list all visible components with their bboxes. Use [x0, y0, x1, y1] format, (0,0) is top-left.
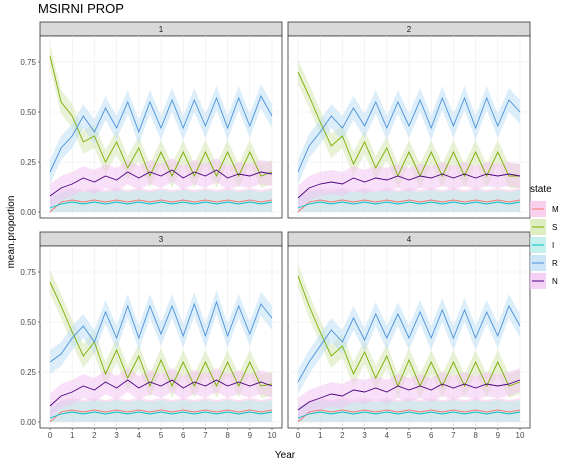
series-line-N — [49, 379, 273, 407]
panel-2: 2 — [287, 21, 531, 219]
series-line-S — [297, 275, 521, 388]
legend-label-S: S — [552, 223, 557, 232]
x-tick-label: 5 — [407, 431, 412, 440]
legend-title: state — [530, 184, 552, 195]
x-tick-label: 10 — [268, 431, 277, 440]
x-tick-label: 10 — [516, 431, 525, 440]
legend-label-R: R — [552, 259, 558, 268]
x-tick-label: 9 — [248, 431, 253, 440]
series-line-N — [297, 379, 521, 411]
legend-label-N: N — [552, 277, 558, 286]
y-axis-title: mean.proportion — [6, 196, 17, 269]
panel-3: 3 0.00 0.25 0.50 0.75 0 1 2 3 4 5 6 7 8 9 10 — [20, 231, 283, 440]
series-line-N — [297, 173, 521, 199]
series-line-I — [49, 411, 273, 419]
series-line-R — [297, 96, 521, 173]
x-tick-label: 3 — [114, 431, 119, 440]
x-tick-label: 8 — [225, 431, 230, 440]
x-tick-label: 0 — [48, 431, 53, 440]
x-tick-label: 7 — [451, 431, 456, 440]
x-tick-label: 9 — [496, 431, 501, 440]
series-line-S — [297, 71, 520, 178]
ribbon-I — [50, 190, 272, 212]
series-line-M — [297, 409, 521, 423]
strip-label-4: 4 — [407, 235, 412, 244]
panel-4: 4 0 1 2 3 4 5 6 7 8 9 10 — [287, 231, 531, 440]
strip-label-3: 3 — [159, 235, 164, 244]
series-line-R — [297, 304, 521, 383]
series-line-M — [297, 199, 521, 213]
ribbon-S — [50, 44, 272, 188]
panel-1: 1 0.00 0.25 0.50 0.75 — [20, 21, 283, 219]
ribbon-S — [298, 60, 520, 188]
ribbon-I — [50, 400, 272, 422]
x-tick-label: 1 — [318, 431, 323, 440]
legend-label-M: M — [552, 205, 559, 214]
x-tick-label: 5 — [159, 431, 164, 440]
y-tick-label: 0.00 — [20, 208, 36, 217]
x-tick-label: 1 — [70, 431, 75, 440]
series-line-R — [49, 94, 273, 173]
ribbon-S — [50, 270, 272, 398]
x-tick-label: 8 — [473, 431, 478, 440]
x-tick-label: 7 — [203, 431, 208, 440]
ribbon-N — [298, 368, 520, 422]
series-line-I — [297, 201, 521, 209]
ribbon-I — [298, 400, 520, 422]
x-tick-label: 4 — [137, 431, 142, 440]
strip-label-1: 1 — [159, 25, 164, 34]
series-line-R — [49, 300, 273, 363]
series-line-S — [49, 281, 273, 388]
series-line-I — [49, 201, 273, 209]
x-tick-label: 4 — [385, 431, 390, 440]
series-line-M — [49, 409, 273, 423]
x-tick-label: 2 — [92, 431, 97, 440]
y-tick-label: 0.00 — [20, 418, 36, 427]
y-tick-label: 0.50 — [20, 318, 36, 327]
x-tick-label: 6 — [429, 431, 434, 440]
strip-label-2: 2 — [407, 25, 412, 34]
legend: state MSIRN — [530, 184, 559, 289]
x-tick-label: 0 — [296, 431, 301, 440]
y-tick-label: 0.25 — [20, 368, 36, 377]
x-axis-title: Year — [275, 450, 296, 461]
y-tick-label: 0.75 — [20, 268, 36, 277]
y-tick-label: 0.50 — [20, 108, 36, 117]
x-tick-label: 6 — [181, 431, 186, 440]
ribbon-S — [298, 264, 520, 398]
chart-title: MSIRNI PROP — [38, 1, 124, 16]
x-tick-label: 2 — [340, 431, 345, 440]
y-tick-label: 0.75 — [20, 58, 36, 67]
ribbon-R — [298, 86, 520, 184]
series-line-N — [49, 169, 273, 197]
y-tick-label: 0.25 — [20, 158, 36, 167]
legend-label-I: I — [552, 241, 554, 250]
x-tick-label: 3 — [362, 431, 367, 440]
ribbon-I — [298, 190, 520, 212]
series-line-M — [49, 199, 273, 213]
series-line-I — [297, 411, 521, 419]
series-line-S — [49, 55, 273, 178]
